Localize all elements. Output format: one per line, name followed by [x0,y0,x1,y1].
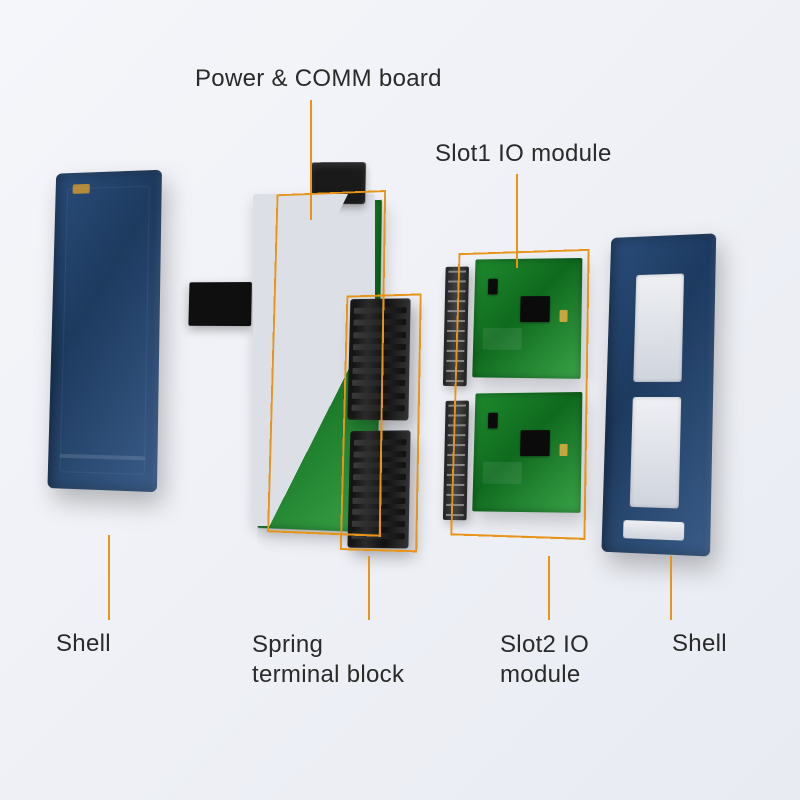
leader-shell-right [670,556,672,620]
part-shell-right [601,233,716,556]
part-shell-left [47,170,162,492]
label-shell-left: Shell [56,630,111,658]
part-spring-terminal-top [347,298,410,420]
pinheader-slot1 [443,267,469,387]
label-power-comm: Power & COMM board [195,65,442,93]
leader-slot1 [516,174,518,268]
part-slot2-io-module [472,392,582,513]
leader-spring-term [368,556,370,620]
leader-power-comm [310,100,312,220]
leader-shell-left [108,535,110,620]
exploded-view-diagram: Shell Power & COMM board Spring terminal… [0,0,800,800]
label-shell-right: Shell [672,630,727,658]
label-spring-terminal: Spring terminal block [252,630,404,690]
ribbon-cable [188,282,252,326]
label-slot2-io: Slot2 IO module [500,630,589,690]
label-slot1-io: Slot1 IO module [435,140,612,168]
pinheader-slot2 [443,401,469,521]
part-spring-terminal-bottom [347,430,410,548]
leader-slot2 [548,556,550,620]
part-slot1-io-module [472,258,582,379]
